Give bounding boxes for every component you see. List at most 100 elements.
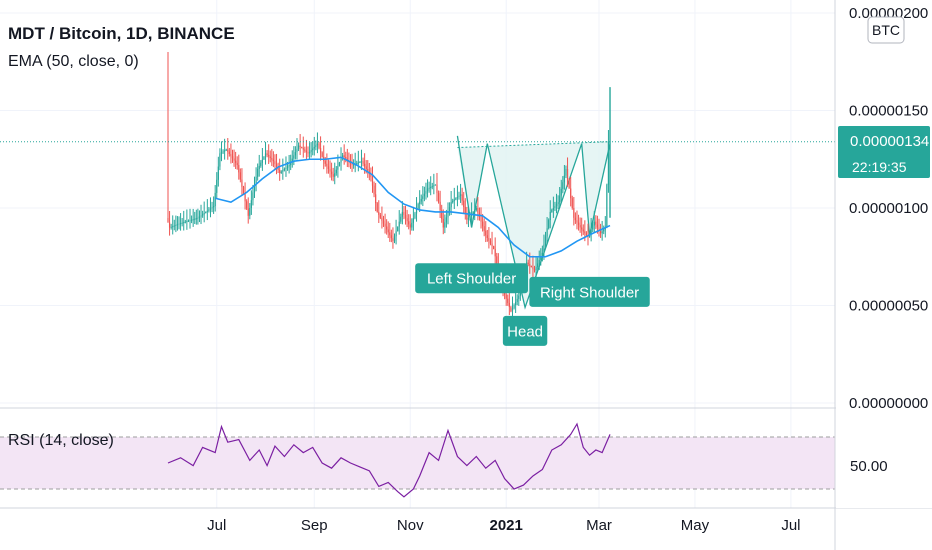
price-candle <box>474 209 476 212</box>
price-candle <box>415 208 418 214</box>
price-candle <box>585 233 588 236</box>
price-candle <box>272 159 274 162</box>
time-tick-label: Nov <box>397 517 424 534</box>
price-candle <box>507 298 509 303</box>
annotation-label[interactable]: Right Shoulder <box>529 276 650 307</box>
price-candle <box>607 141 610 185</box>
price-candle <box>192 219 194 221</box>
price-candle <box>307 152 309 154</box>
time-tick-label: Jul <box>781 517 800 534</box>
price-candle <box>244 194 246 202</box>
price-candle <box>263 156 265 160</box>
price-candle <box>312 148 314 151</box>
price-candle <box>530 265 532 268</box>
price-candle <box>403 211 405 216</box>
annotation-label[interactable]: Head <box>502 315 548 346</box>
price-candle <box>381 217 383 221</box>
price-candle <box>367 169 369 172</box>
time-tick-label: May <box>681 517 710 534</box>
currency-badge-label: BTC <box>872 22 900 38</box>
price-candle <box>222 151 224 153</box>
price-candle <box>576 220 578 223</box>
price-candle <box>379 214 381 218</box>
price-candle <box>485 230 487 236</box>
price-candle <box>447 212 449 218</box>
price-candle <box>370 174 372 177</box>
price-candle <box>179 223 182 225</box>
price-candle <box>411 222 413 228</box>
price-candle <box>393 236 396 242</box>
price-candle <box>175 224 177 226</box>
price-axis[interactable]: 0.00000200 0.00000150 0.00000100 0.00000050… <box>849 5 928 412</box>
price-candle <box>342 155 344 159</box>
price-candle <box>172 226 174 228</box>
price-candle <box>283 169 286 171</box>
price-candle <box>230 153 232 157</box>
price-candle <box>321 152 323 157</box>
price-candle <box>249 208 251 216</box>
price-candle <box>187 220 190 222</box>
price-candle <box>353 164 355 166</box>
price-candle <box>598 227 600 231</box>
price-candle <box>573 208 575 218</box>
price-candle <box>557 202 559 205</box>
price-candle <box>184 221 186 223</box>
price-candle <box>255 176 257 185</box>
price-candle <box>392 238 394 242</box>
price-candle <box>329 169 331 172</box>
price-candle <box>301 146 303 149</box>
price-candle <box>214 192 216 207</box>
price-tick-label: 0.00000050 <box>849 298 928 315</box>
price-axis-background[interactable] <box>836 0 932 508</box>
price-candle <box>494 248 496 257</box>
price-candle <box>562 182 564 189</box>
price-candle <box>258 165 260 169</box>
price-candle <box>548 220 550 229</box>
price-candle <box>330 171 333 175</box>
price-candle <box>532 267 534 269</box>
price-candle <box>606 184 608 228</box>
annotation-label[interactable]: Left Shoulder <box>415 263 528 294</box>
price-candle <box>282 170 284 172</box>
price-candle <box>406 218 408 222</box>
price-candle <box>268 154 270 157</box>
price-candle <box>455 198 457 200</box>
price-candle <box>260 162 262 166</box>
price-candle <box>233 158 235 161</box>
price-candle <box>592 225 594 230</box>
price-candle <box>277 167 279 170</box>
price-candle <box>225 149 227 151</box>
price-candle <box>493 246 495 249</box>
price-candle <box>285 167 287 169</box>
price-candle <box>459 194 462 196</box>
price-tick-label: 0.00000200 <box>849 5 928 22</box>
price-candle <box>452 200 454 203</box>
price-candle <box>178 223 180 225</box>
price-candle <box>511 308 514 312</box>
price-candle <box>574 217 577 221</box>
price-candle <box>543 244 545 253</box>
price-candle <box>359 161 361 163</box>
rsi-level-label: 50.00 <box>850 458 888 475</box>
rsi-legend[interactable]: RSI (14, close) <box>8 432 114 449</box>
price-candle <box>332 174 334 177</box>
price-candle <box>571 198 573 208</box>
price-candle <box>304 149 306 151</box>
price-candle <box>378 211 380 215</box>
price-candle <box>198 216 201 218</box>
price-candle <box>601 231 603 234</box>
price-candle <box>261 159 263 163</box>
price-candle <box>313 146 315 149</box>
price-candle <box>239 172 241 180</box>
time-axis[interactable]: Jul Sep Nov 2021 Mar May Jul <box>207 517 800 534</box>
price-candle <box>302 148 304 150</box>
price-candle <box>228 151 230 154</box>
price-candle <box>337 166 339 170</box>
price-candle <box>420 198 422 202</box>
price-candle <box>442 218 444 228</box>
annotation-text: Right Shoulder <box>540 284 639 301</box>
price-candle <box>559 195 561 203</box>
ema-legend[interactable]: EMA (50, close, 0) <box>8 53 139 70</box>
currency-badge[interactable]: BTC <box>867 16 905 44</box>
symbol-title[interactable]: MDT / Bitcoin, 1D, BINANCE <box>8 24 235 43</box>
